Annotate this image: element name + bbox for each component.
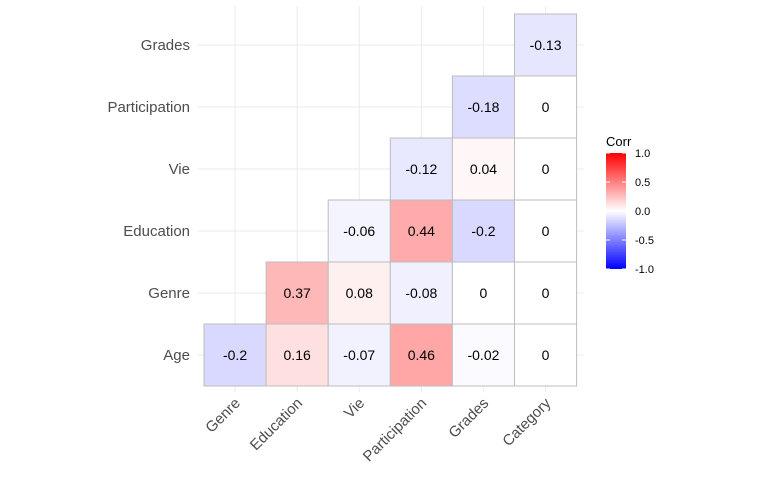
heatmap-cell (514, 137, 578, 201)
y-tick-label: Grades (141, 37, 190, 54)
legend-tick-label: -0.5 (635, 235, 654, 247)
cell-value-label: 0 (480, 285, 488, 301)
y-tick-label: Education (123, 223, 190, 240)
heatmap-cell (514, 13, 578, 77)
cell-value-label: -0.2 (223, 347, 247, 363)
heatmap-cell (514, 261, 578, 325)
cell-value-label: 0.37 (284, 285, 311, 301)
cell-value-label: -0.2 (471, 223, 495, 239)
x-tick-label: Vie (341, 395, 368, 422)
legend-colorbar (606, 153, 626, 269)
cell-value-label: -0.12 (405, 161, 437, 177)
cell-value-label: -0.02 (467, 347, 499, 363)
heatmap-cell (265, 261, 329, 325)
heatmap-cell (389, 137, 453, 201)
heatmap-cell (514, 323, 578, 387)
heatmap-cell (451, 323, 515, 387)
x-tick-label: Category (499, 394, 554, 449)
cell-value-label: 0.08 (346, 285, 373, 301)
heatmap-cell (451, 261, 515, 325)
legend-title: Corr (606, 134, 632, 149)
x-tick-label: Education (247, 395, 306, 454)
cell-value-label: 0 (542, 285, 550, 301)
legend-tick-label: 0.0 (635, 206, 650, 218)
legend-tick-label: 1.0 (635, 148, 650, 160)
y-tick-label: Participation (107, 99, 190, 116)
heatmap-cell (327, 199, 391, 263)
cell-value-label: -0.13 (530, 37, 562, 53)
cell-value-label: -0.18 (467, 99, 499, 115)
cell-value-label: 0 (542, 99, 550, 115)
cell-value-label: -0.08 (405, 285, 437, 301)
x-tick-label: Genre (202, 395, 244, 437)
heatmap-cell (514, 75, 578, 139)
heatmap-cell (389, 199, 453, 263)
cell-value-label: 0 (542, 347, 550, 363)
y-tick-label: Genre (148, 285, 190, 302)
cell-value-label: 0 (542, 161, 550, 177)
y-tick-label: Age (163, 347, 190, 364)
legend-tick-label: 0.5 (635, 177, 650, 189)
x-tick-label: Participation (360, 395, 430, 465)
cell-label-layer: -0.2 0.16 -0.07 0.46 -0.02 0 0.37 0.08 -0.08 0 0 -0… (223, 37, 562, 363)
cell-value-label: 0.16 (284, 347, 311, 363)
cell-value-label: 0.04 (470, 161, 497, 177)
cell-value-label: 0.44 (408, 223, 435, 239)
legend-tick-label: -1.0 (635, 264, 654, 276)
x-tick-label: Grades (445, 395, 492, 442)
cell-layer (203, 13, 578, 387)
cell-value-label: -0.07 (343, 347, 375, 363)
heatmap-cell (203, 323, 267, 387)
heatmap-cell (451, 137, 515, 201)
heatmap-cell (451, 199, 515, 263)
cell-value-label: 0 (542, 223, 550, 239)
heatmap-cell (514, 199, 578, 263)
cell-value-label: 0.46 (408, 347, 435, 363)
y-tick-label: Vie (169, 161, 190, 178)
cell-value-label: -0.06 (343, 223, 375, 239)
